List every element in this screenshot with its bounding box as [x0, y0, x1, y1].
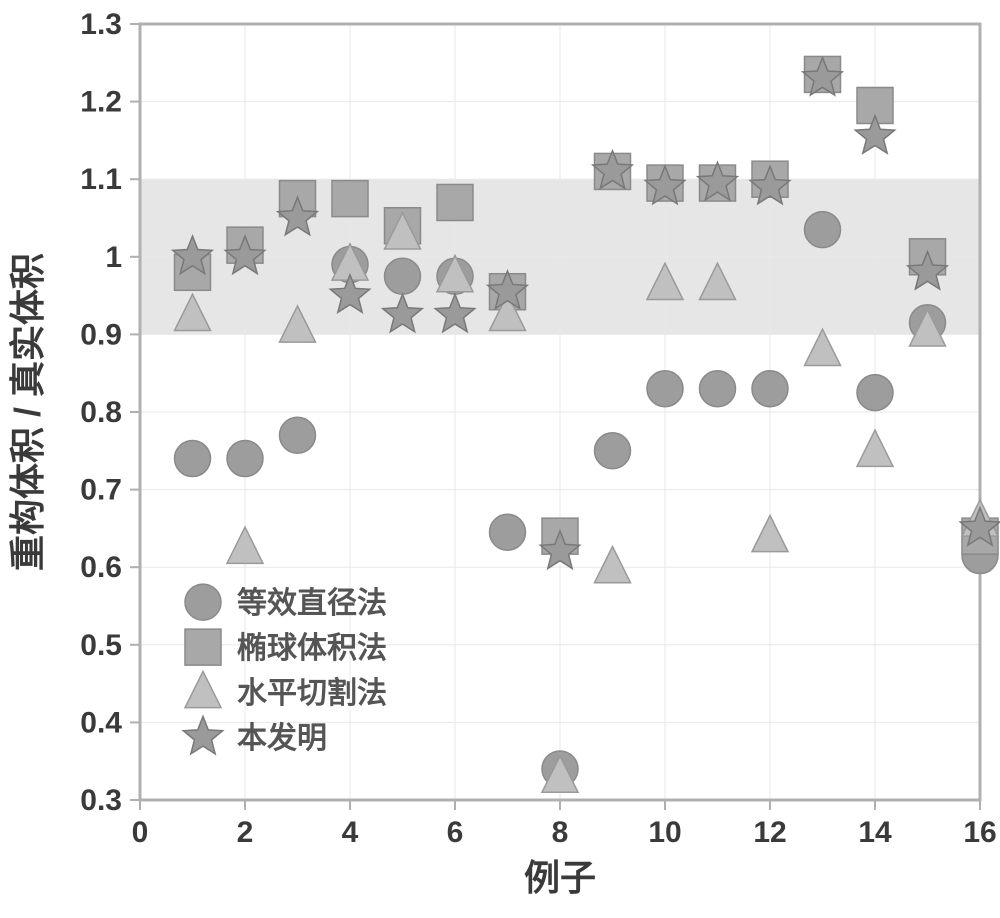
- point-equivalent_diameter: [805, 212, 841, 248]
- point-equivalent_diameter: [857, 375, 893, 411]
- y-tick-label: 1.2: [80, 86, 122, 119]
- point-equivalent_diameter: [595, 433, 631, 469]
- x-tick-label: 2: [237, 816, 254, 849]
- y-tick-label: 1.3: [80, 8, 122, 41]
- x-tick-label: 10: [648, 816, 681, 849]
- y-tick-label: 0.3: [80, 784, 122, 817]
- y-axis-title: 重构体积 / 真实体积: [7, 253, 48, 571]
- legend-label: 水平切割法: [237, 677, 387, 710]
- legend-label: 等效直径法: [237, 586, 387, 620]
- legend-marker-equivalent_diameter: [185, 584, 221, 620]
- y-tick-label: 0.9: [80, 318, 122, 351]
- y-tick-label: 0.8: [80, 396, 122, 429]
- legend-label: 本发明: [237, 722, 327, 755]
- chart-root: 0 2 4 6 8 10 12 14 16 0.3 0.4 0.5 0.6 0.7 0.8 0.9 1 1.1 1.…: [0, 0, 1000, 913]
- point-equivalent_diameter: [700, 371, 736, 407]
- x-tick-label: 0: [132, 816, 149, 849]
- point-equivalent_diameter: [647, 371, 683, 407]
- point-equivalent_diameter: [752, 371, 788, 407]
- y-tick-label: 0.6: [80, 551, 122, 584]
- point-ellipsoid_volume: [332, 181, 368, 217]
- x-tick-label: 8: [552, 816, 569, 849]
- y-tick-label: 0.4: [80, 706, 122, 739]
- y-tick-label: 1.1: [80, 163, 122, 196]
- x-tick-label: 4: [342, 816, 359, 849]
- x-tick-label: 12: [753, 816, 786, 849]
- x-axis-title: 例子: [524, 857, 596, 898]
- x-tick-label: 6: [447, 816, 464, 849]
- legend-label: 椭球体积法: [237, 632, 387, 665]
- point-equivalent_diameter: [385, 258, 421, 294]
- y-tick-label: 1: [105, 241, 122, 274]
- x-tick-label: 16: [963, 816, 996, 849]
- point-ellipsoid_volume: [437, 184, 473, 220]
- y-tick-label: 0.5: [80, 629, 122, 662]
- point-equivalent_diameter: [490, 514, 526, 550]
- legend-marker-ellipsoid_volume: [185, 629, 221, 665]
- point-equivalent_diameter: [280, 417, 316, 453]
- y-tick-label: 0.7: [80, 474, 122, 507]
- chart-svg: 0 2 4 6 8 10 12 14 16 0.3 0.4 0.5 0.6 0.7 0.8 0.9 1 1.1 1.…: [0, 0, 1000, 913]
- point-equivalent_diameter: [227, 441, 263, 477]
- point-equivalent_diameter: [175, 441, 211, 477]
- x-tick-label: 14: [858, 816, 892, 849]
